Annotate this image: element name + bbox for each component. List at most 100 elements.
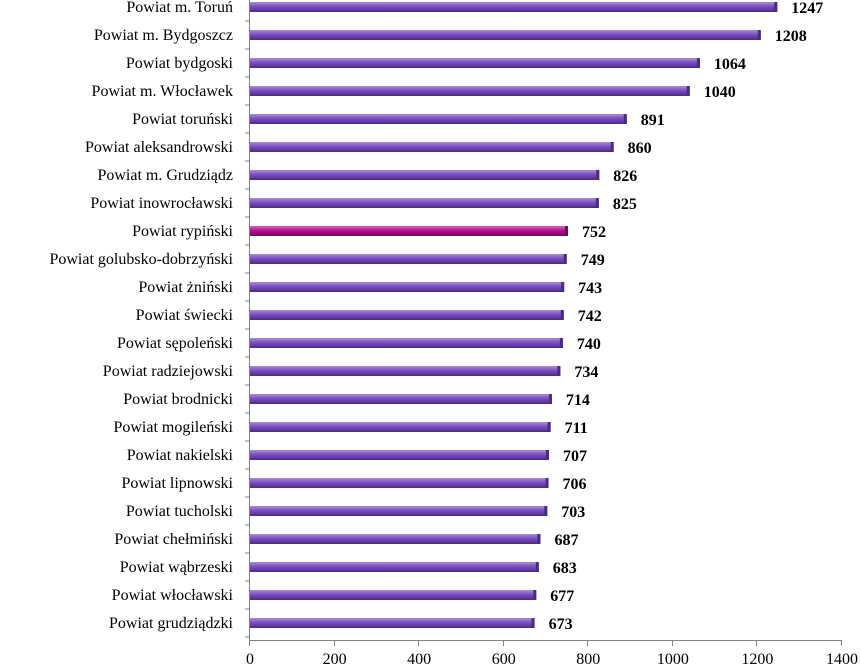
bar-cap-1 bbox=[757, 30, 761, 40]
value-label: 1247 bbox=[791, 0, 823, 17]
category-label: Powiat lipnowski bbox=[121, 475, 233, 492]
category-labels: Powiat m. Toruń Powiat m. Bydgoszcz Powiat… bbox=[49, 0, 233, 632]
bar-17 bbox=[250, 478, 549, 488]
bar-3 bbox=[250, 86, 690, 96]
bar-12 bbox=[250, 338, 563, 348]
bar-5 bbox=[250, 142, 614, 152]
value-label: 749 bbox=[581, 252, 605, 269]
bars-layer bbox=[250, 2, 778, 628]
x-tick-label: 0 bbox=[246, 651, 254, 667]
value-label: 687 bbox=[555, 532, 579, 549]
bar-cap-3 bbox=[686, 86, 690, 96]
bar-20 bbox=[250, 562, 539, 572]
bar-11 bbox=[250, 310, 564, 320]
category-label: Powiat żniński bbox=[138, 279, 233, 296]
value-label: 825 bbox=[613, 196, 637, 213]
bar-15 bbox=[250, 422, 551, 432]
category-label: Powiat brodnicki bbox=[123, 391, 233, 408]
bar-cap-9 bbox=[563, 254, 567, 264]
bar-cap-0 bbox=[774, 2, 778, 12]
value-label: 714 bbox=[566, 392, 590, 409]
value-label: 707 bbox=[563, 448, 587, 465]
bar-8 bbox=[250, 226, 568, 236]
bar-cap-8 bbox=[564, 226, 568, 236]
bar-7 bbox=[250, 198, 599, 208]
value-label: 891 bbox=[641, 112, 665, 129]
bar-cap-2 bbox=[696, 58, 700, 68]
bar-18 bbox=[250, 506, 548, 516]
category-label: Powiat sępoleński bbox=[117, 335, 234, 352]
bar-21 bbox=[250, 590, 537, 600]
category-label: Powiat m. Grudziądz bbox=[97, 167, 233, 184]
x-tick-label: 600 bbox=[492, 651, 516, 667]
bar-2 bbox=[250, 58, 700, 68]
bar-cap-5 bbox=[610, 142, 614, 152]
value-label: 752 bbox=[582, 224, 606, 241]
bar-cap-14 bbox=[548, 394, 552, 404]
bar-6 bbox=[250, 170, 600, 180]
bar-cap-6 bbox=[596, 170, 600, 180]
value-label: 740 bbox=[577, 336, 601, 353]
bar-19 bbox=[250, 534, 541, 544]
x-tick-label: 800 bbox=[576, 651, 600, 667]
category-label: Powiat rypiński bbox=[132, 223, 233, 240]
value-label: 1208 bbox=[775, 28, 807, 45]
category-label: Powiat bydgoski bbox=[126, 55, 234, 72]
category-label: Powiat radziejowski bbox=[103, 363, 234, 380]
bar-cap-21 bbox=[533, 590, 537, 600]
bar-10 bbox=[250, 282, 565, 292]
category-label: Powiat tucholski bbox=[126, 503, 234, 520]
x-tick-label: 1200 bbox=[741, 651, 773, 667]
x-tick-label: 1400 bbox=[826, 651, 858, 667]
category-label: Powiat aleksandrowski bbox=[85, 139, 234, 156]
bar-cap-4 bbox=[623, 114, 627, 124]
value-label: 743 bbox=[578, 280, 602, 297]
category-label: Powiat m. Włocławek bbox=[92, 83, 233, 100]
bar-0 bbox=[250, 2, 778, 12]
category-label: Powiat świecki bbox=[136, 307, 234, 324]
category-label: Powiat toruński bbox=[132, 111, 233, 128]
category-label: Powiat chełmiński bbox=[114, 531, 233, 548]
value-label: 673 bbox=[549, 616, 573, 633]
value-label: 742 bbox=[578, 308, 602, 325]
bar-cap-22 bbox=[531, 618, 535, 628]
bar-cap-10 bbox=[561, 282, 565, 292]
bar-cap-20 bbox=[535, 562, 539, 572]
category-label: Powiat inowrocławski bbox=[90, 195, 233, 212]
category-label: Powiat wąbrzeski bbox=[120, 559, 234, 576]
bar-cap-18 bbox=[544, 506, 548, 516]
value-label: 860 bbox=[628, 140, 652, 157]
value-label: 711 bbox=[565, 420, 588, 437]
bar-1 bbox=[250, 30, 761, 40]
category-label: Powiat włocławski bbox=[112, 587, 234, 604]
x-tick-label: 200 bbox=[323, 651, 347, 667]
category-label: Powiat grudziądzki bbox=[109, 615, 234, 632]
bar-cap-16 bbox=[545, 450, 549, 460]
value-label: 734 bbox=[574, 364, 598, 381]
bar-cap-17 bbox=[545, 478, 549, 488]
bar-14 bbox=[250, 394, 552, 404]
value-label: 683 bbox=[553, 560, 577, 577]
x-tick-label: 400 bbox=[407, 651, 431, 667]
category-label: Powiat nakielski bbox=[127, 447, 234, 464]
bar-16 bbox=[250, 450, 549, 460]
category-label: Powiat m. Bydgoszcz bbox=[94, 27, 233, 44]
bar-cap-15 bbox=[547, 422, 551, 432]
bar-13 bbox=[250, 366, 561, 376]
category-label: Powiat m. Toruń bbox=[126, 0, 233, 16]
bar-cap-7 bbox=[595, 198, 599, 208]
x-axis: 0 200 400 600 800 1000 1200 1400 bbox=[245, 0, 858, 667]
bar-cap-12 bbox=[559, 338, 563, 348]
category-label: Powiat golubsko-dobrzyński bbox=[49, 251, 233, 268]
bar-4 bbox=[250, 114, 627, 124]
value-label: 703 bbox=[561, 504, 585, 521]
value-label: 677 bbox=[550, 588, 574, 605]
value-label: 706 bbox=[563, 476, 587, 493]
bar-22 bbox=[250, 618, 535, 628]
bar-cap-13 bbox=[557, 366, 561, 376]
value-label: 1064 bbox=[714, 56, 746, 73]
bar-9 bbox=[250, 254, 567, 264]
value-label: 1040 bbox=[704, 84, 736, 101]
bar-cap-11 bbox=[560, 310, 564, 320]
